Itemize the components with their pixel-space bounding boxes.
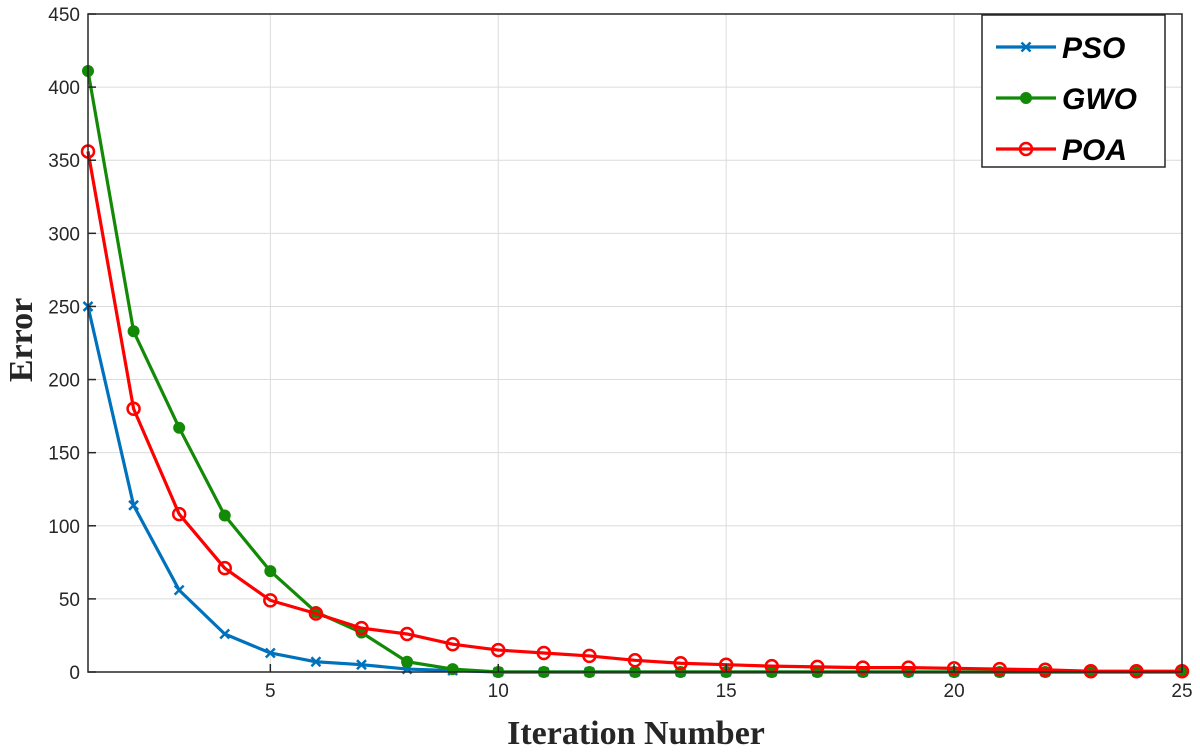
- series-pso: [82, 301, 1188, 678]
- legend-box: [981, 14, 1166, 168]
- data-point-poa: [627, 653, 643, 668]
- legend-item-gwo: GWO: [996, 83, 1137, 116]
- data-point-poa: [217, 560, 232, 576]
- legend-label-pso: PSO: [1062, 32, 1125, 65]
- data-point-gwo: [264, 565, 277, 578]
- data-point-gwo: [173, 421, 186, 434]
- data-point-gwo: [446, 663, 459, 676]
- data-point-poa: [308, 606, 324, 621]
- data-point-poa: [1038, 662, 1053, 678]
- y-axis-title: Error: [3, 298, 40, 382]
- data-point-poa: [855, 660, 871, 675]
- data-point-pso: [173, 584, 185, 596]
- marker-stroke: [128, 499, 139, 511]
- data-point-pso: [219, 628, 231, 640]
- data-point-poa: [946, 661, 962, 676]
- y-tick-label: 350: [48, 151, 80, 172]
- data-point-poa: [992, 661, 1007, 677]
- data-point-pso: [310, 656, 322, 668]
- legend-marker-gwo: [1020, 92, 1032, 104]
- data-point-poa: [171, 506, 187, 522]
- data-point-pso: [356, 659, 367, 671]
- data-point-pso: [128, 499, 139, 511]
- x-tick-label: 5: [265, 681, 276, 702]
- x-tick-label: 25: [1171, 681, 1192, 702]
- legend-label-gwo: GWO: [1062, 83, 1137, 116]
- legend-item-poa: POA: [996, 134, 1127, 167]
- series-poa: [80, 144, 1190, 679]
- marker-stroke: [310, 656, 322, 668]
- data-point-poa: [536, 645, 552, 661]
- y-tick-label: 250: [48, 297, 80, 318]
- data-point-gwo: [401, 655, 414, 668]
- data-point-poa: [263, 593, 278, 608]
- data-point-poa: [399, 626, 415, 642]
- legend-label-poa: POA: [1062, 134, 1127, 167]
- data-point-poa: [491, 642, 506, 658]
- x-tick-label: 10: [488, 681, 509, 702]
- y-tick-label: 0: [69, 663, 80, 684]
- marker-stroke: [1020, 41, 1032, 53]
- data-point-poa: [673, 655, 688, 671]
- marker-stroke: [219, 628, 231, 640]
- data-point-pso: [264, 647, 276, 659]
- marker-stroke: [264, 647, 276, 659]
- y-tick-label: 400: [48, 78, 80, 99]
- y-tick-label: 100: [48, 517, 80, 538]
- x-tick-label: 15: [716, 681, 737, 702]
- data-point-poa: [810, 659, 825, 675]
- series-line-pso: [86, 306, 1182, 674]
- x-tick-label: 20: [944, 681, 965, 702]
- plot-frame: [87, 13, 1183, 673]
- y-tick-label: 200: [48, 371, 80, 392]
- data-point-poa: [354, 620, 369, 636]
- legend-marker-poa: [1018, 141, 1034, 157]
- legend-item-pso: PSO: [996, 32, 1125, 65]
- series-line-poa: [86, 151, 1182, 673]
- y-tick-label: 150: [48, 444, 80, 465]
- y-tick-label: 50: [59, 590, 80, 611]
- legend-marker-pso: [1020, 41, 1032, 53]
- data-point-poa: [126, 401, 141, 417]
- legend: PSO GWO POA: [981, 14, 1166, 168]
- y-tick-label: 450: [48, 5, 80, 26]
- x-axis-title: Iteration Number: [507, 715, 765, 752]
- data-point-poa: [582, 648, 597, 664]
- data-point-poa: [445, 636, 460, 652]
- marker-stroke: [356, 659, 367, 671]
- data-point-poa: [901, 660, 916, 675]
- data-point-gwo: [127, 325, 140, 338]
- data-point-gwo: [218, 509, 231, 522]
- marker-stroke: [173, 584, 185, 596]
- y-tick-label: 300: [48, 224, 80, 245]
